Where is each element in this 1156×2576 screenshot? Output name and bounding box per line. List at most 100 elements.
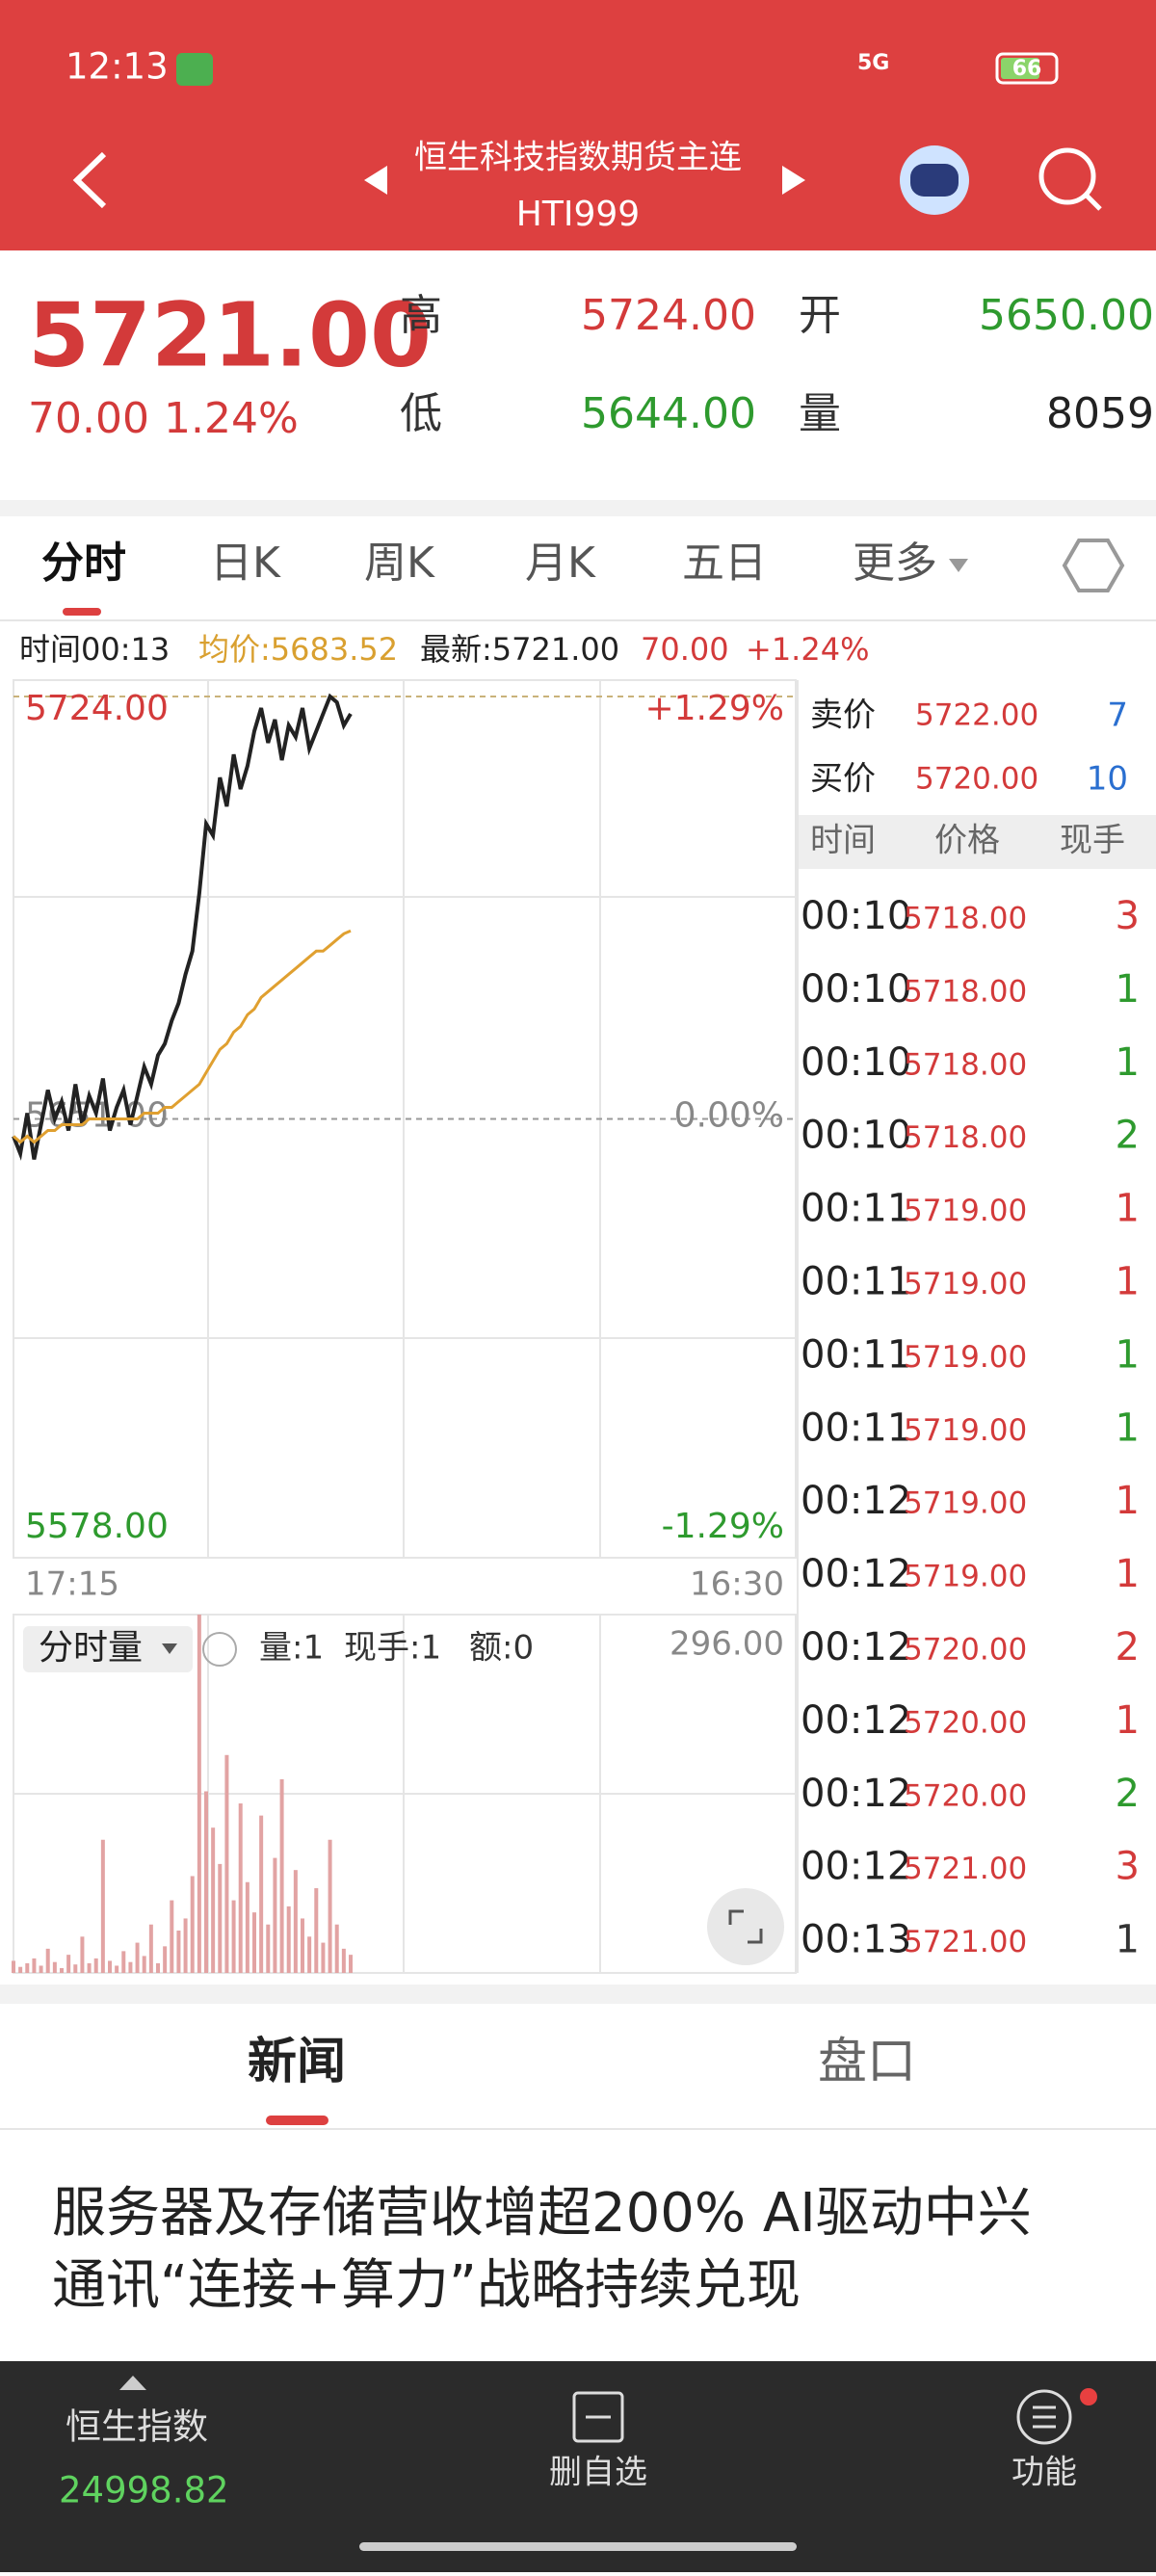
code: HTI999 — [516, 195, 640, 234]
trade-qty: 1 — [1116, 1479, 1140, 1523]
y-tick-label: 5578.00 — [25, 1507, 169, 1546]
volume-bar — [115, 1965, 119, 1973]
volume-title[interactable]: 分时量 — [39, 1628, 143, 1668]
trade-price: 5718.00 — [904, 1120, 1027, 1155]
volume-bar — [218, 1863, 223, 1973]
trade-qty: 1 — [1116, 1552, 1140, 1596]
trade-time: 00:10 — [801, 1114, 911, 1158]
trade-qty: 1 — [1116, 1698, 1140, 1743]
x-label: 17:15 — [25, 1565, 119, 1604]
volume-bar — [18, 1966, 23, 1973]
volume-bar — [224, 1754, 229, 1973]
notification-dot — [1080, 2388, 1097, 2405]
volume-bar — [148, 1924, 153, 1973]
trade-qty: 2 — [1116, 1114, 1140, 1158]
assistant-face — [910, 164, 959, 197]
volume-selector — [23, 1626, 193, 1672]
trade-time: 00:13 — [801, 1918, 911, 1962]
trade-time: 00:12 — [801, 1698, 911, 1743]
prev-arrow[interactable] — [364, 166, 387, 195]
headline[interactable]: 服务器及存储营收增超200% AI驱动中兴 — [52, 2182, 1032, 2245]
news-tab[interactable]: 新闻 — [248, 2034, 346, 2090]
trade-price: 5719.00 — [904, 1340, 1027, 1375]
network: 5G — [857, 51, 889, 75]
trade-time: 00:12 — [801, 1772, 911, 1816]
watchlist-button[interactable]: 删自选 — [549, 2454, 647, 2492]
volume-bar — [135, 1942, 140, 1973]
tab[interactable]: 月K — [525, 539, 596, 588]
tab[interactable]: 更多 — [853, 539, 937, 588]
headline[interactable]: 通讯“连接+算力”战略持续兑现 — [52, 2254, 801, 2317]
volume-bar — [60, 1967, 64, 1973]
search-handle — [1084, 193, 1102, 211]
volume-bar — [245, 1881, 250, 1973]
info-change: 70.00 — [641, 631, 729, 668]
y2-tick-label: -1.29% — [662, 1507, 784, 1546]
volume-bar — [183, 1918, 188, 1973]
app-icon — [176, 53, 213, 86]
battery-level: 66 — [1012, 57, 1042, 81]
tab[interactable]: 日K — [210, 539, 281, 588]
trade-time: 00:12 — [801, 1845, 911, 1889]
volume-bar — [12, 1960, 15, 1973]
volume-bar — [121, 1951, 126, 1973]
y-tick-label: 5724.00 — [25, 689, 169, 728]
volume-bar — [45, 1948, 50, 1973]
tab[interactable]: 分时 — [41, 539, 126, 588]
volume-bar — [87, 1962, 92, 1973]
settings-button[interactable] — [1062, 539, 1125, 592]
volume-bar — [32, 1958, 37, 1973]
volume-bar — [52, 1961, 57, 1973]
trade-time: 00:10 — [801, 967, 911, 1012]
trade-time: 00:11 — [801, 1260, 911, 1304]
column-header: 价格 — [934, 822, 1000, 860]
volume-bar — [66, 1955, 71, 1973]
index-value: 24998.82 — [59, 2470, 229, 2511]
volume-bar — [293, 1870, 298, 1973]
expand-button[interactable] — [707, 1888, 784, 1965]
trade-qty: 3 — [1116, 894, 1140, 938]
trade-price: 5721.00 — [904, 1852, 1027, 1886]
volume-readout: 额:0 — [469, 1629, 534, 1668]
section-gap — [0, 1985, 1156, 2004]
column-header: 现手 — [1060, 822, 1125, 860]
quote-label: 高 — [400, 291, 442, 340]
volume-bar — [301, 1918, 304, 1973]
index-name[interactable]: 恒生指数 — [66, 2406, 208, 2448]
tab[interactable]: 周K — [364, 539, 435, 588]
status-time: 12:13 — [66, 46, 169, 88]
volume-bar — [39, 1965, 43, 1973]
ask-label: 卖价 — [810, 697, 876, 735]
bid-label: 买价 — [810, 760, 876, 799]
battery — [995, 52, 1059, 85]
next-arrow[interactable] — [782, 166, 805, 195]
functions-button[interactable]: 功能 — [1012, 2454, 1077, 2492]
info-change-pct: +1.24% — [746, 631, 869, 668]
volume-bar — [25, 1962, 30, 1973]
volume-bar — [286, 1906, 291, 1973]
volume-bar — [204, 1791, 208, 1973]
volume-bar — [321, 1942, 326, 1973]
trade-time: 00:11 — [801, 1406, 911, 1450]
back-button[interactable] — [72, 151, 107, 209]
trade-time: 00:12 — [801, 1552, 911, 1596]
trade-qty: 1 — [1116, 1918, 1140, 1962]
trade-qty: 2 — [1116, 1625, 1140, 1669]
volume-bar — [341, 1948, 346, 1973]
ask-qty: 7 — [1107, 697, 1128, 735]
quote-label: 低 — [400, 389, 442, 438]
trade-price: 5719.00 — [904, 1560, 1027, 1594]
news-tab[interactable]: 盘口 — [818, 2034, 916, 2090]
tab[interactable]: 五日 — [682, 539, 767, 588]
search-button[interactable] — [1038, 147, 1096, 205]
home-indicator — [359, 2542, 797, 2551]
y2-tick-label: 0.00% — [674, 1096, 784, 1136]
trade-price: 5721.00 — [904, 1925, 1027, 1959]
avg-line — [13, 929, 352, 1144]
title: 恒生科技指数期货主连 — [414, 139, 742, 177]
volume-bar — [156, 1962, 160, 1973]
more-caret — [949, 559, 968, 572]
trade-price: 5718.00 — [904, 902, 1027, 936]
section-gap — [0, 500, 1156, 516]
watchlist-icon — [572, 2391, 624, 2443]
